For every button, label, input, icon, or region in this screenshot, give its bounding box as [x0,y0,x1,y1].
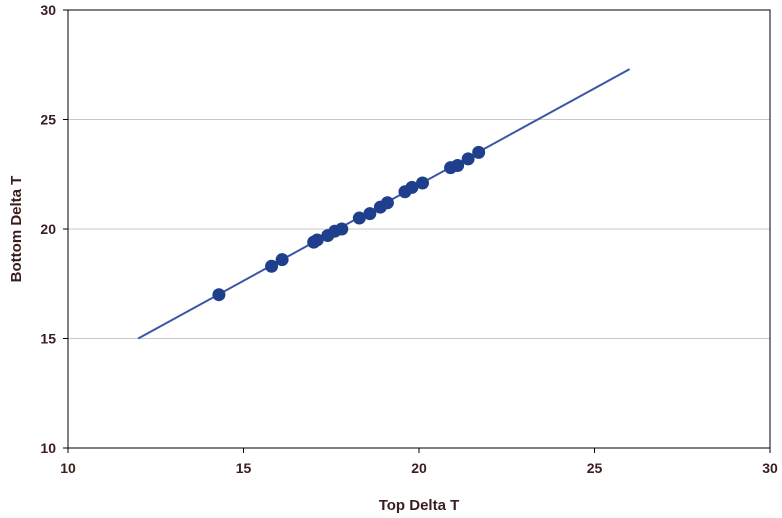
y-tick-label: 25 [40,112,56,128]
x-tick-label: 10 [60,460,76,476]
data-point [416,176,430,190]
x-tick-label: 20 [411,460,427,476]
gridlines [68,119,770,339]
data-point [363,207,377,221]
x-tick-label: 15 [236,460,252,476]
x-tick-label: 30 [762,460,778,476]
y-axis-title: Bottom Delta T [8,176,25,283]
data-point [212,288,226,302]
data-point [380,196,394,210]
data-point [451,158,465,172]
data-point [265,259,279,273]
data-points [212,145,486,302]
y-axis-ticks: 10 15 20 25 30 [40,2,68,456]
data-point [275,253,289,267]
y-tick-label: 10 [40,440,56,456]
data-point [335,222,349,236]
y-tick-label: 15 [40,331,56,347]
x-tick-label: 25 [587,460,603,476]
x-axis-ticks: 10 15 20 25 30 [60,448,778,476]
data-point [310,233,324,247]
data-point [405,180,419,194]
data-point [352,211,366,225]
x-axis-title: Top Delta T [379,497,460,514]
y-tick-label: 30 [40,2,56,18]
y-tick-label: 20 [40,221,56,237]
data-point [461,152,475,166]
data-point [472,145,486,159]
